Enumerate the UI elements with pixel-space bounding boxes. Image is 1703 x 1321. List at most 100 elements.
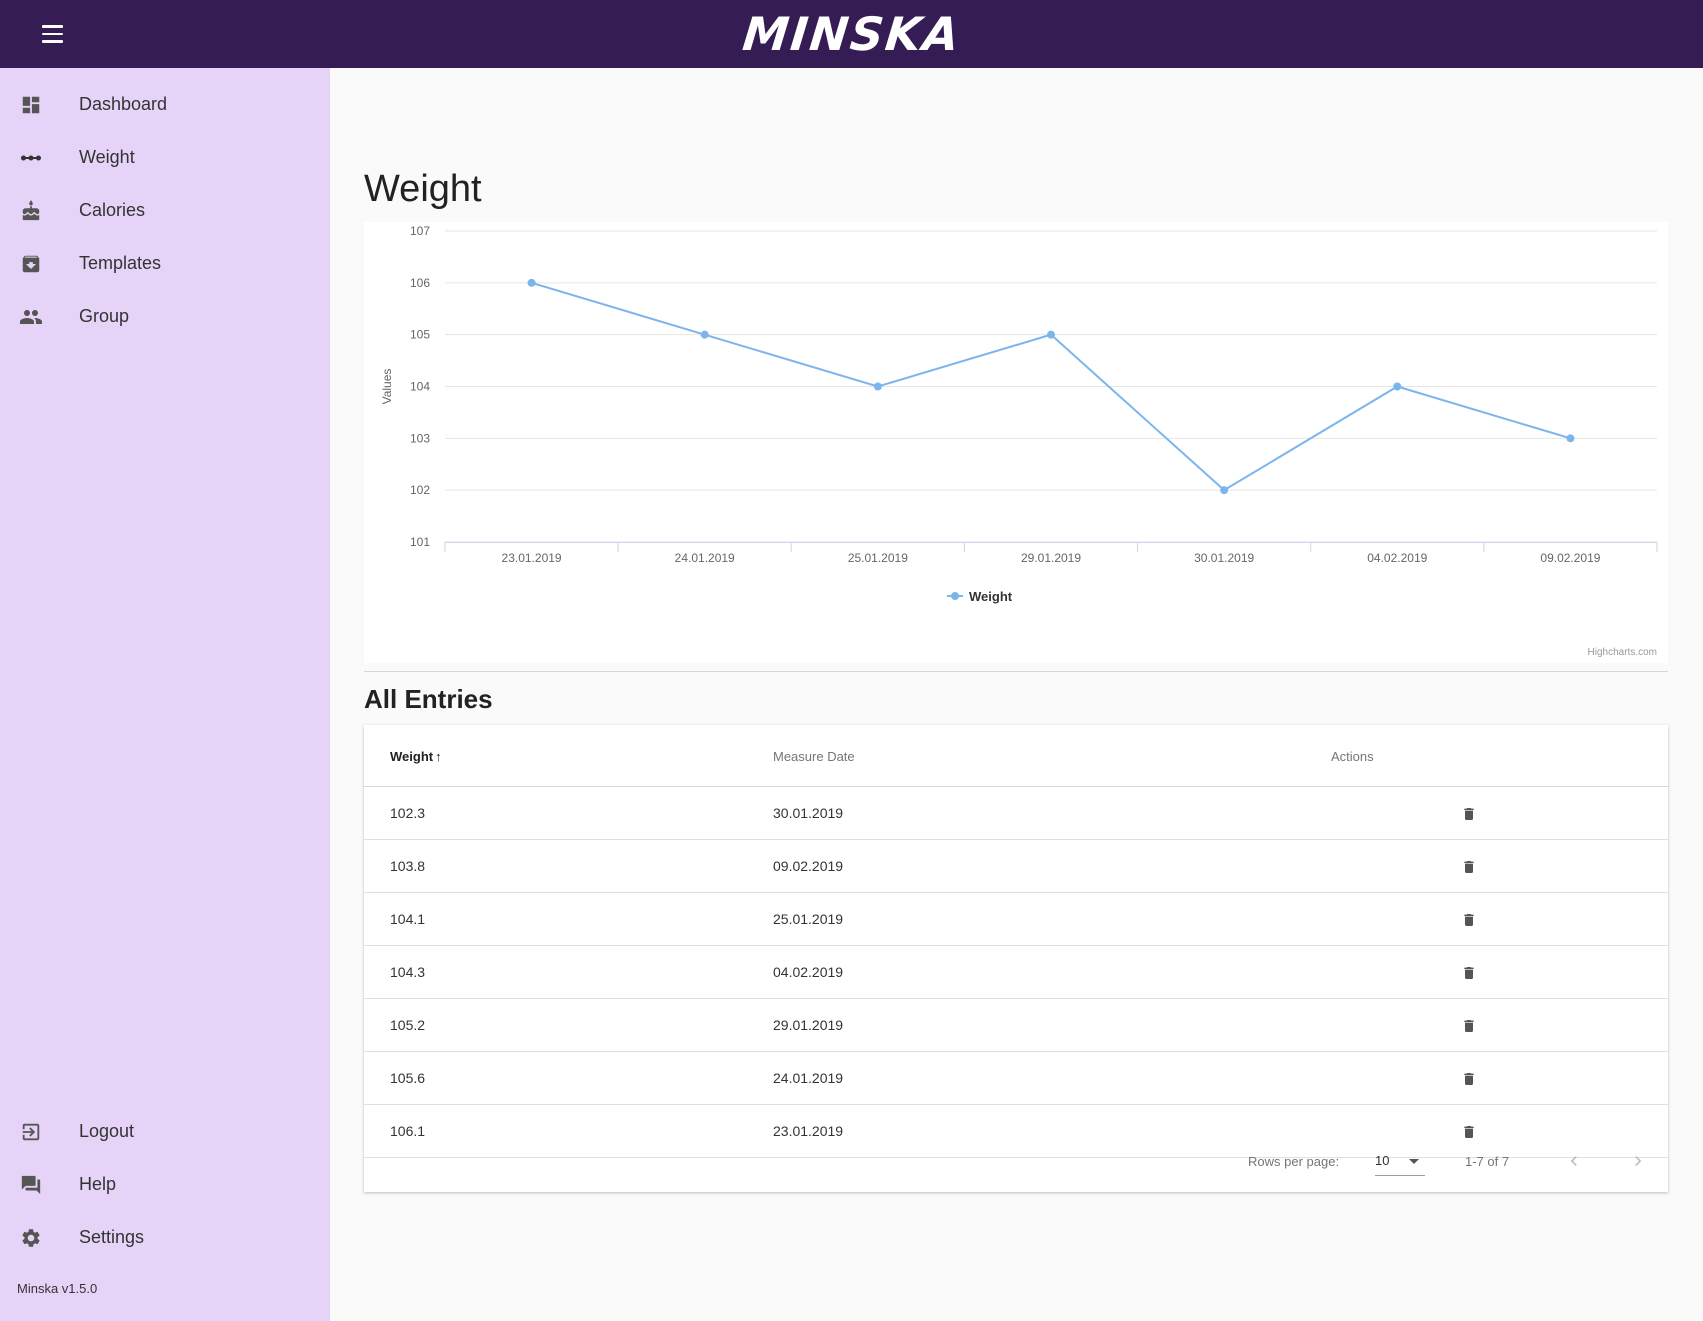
y-tick-label: 107 <box>410 224 430 238</box>
sidebar-item-label: Calories <box>79 200 146 220</box>
table-row: 104.3 04.02.2019 <box>364 946 1668 999</box>
sidebar: Dashboard Weight Calories Templates Grou… <box>0 68 330 1321</box>
x-tick-label: 09.02.2019 <box>1540 551 1600 565</box>
forum-icon <box>18 1172 44 1198</box>
trash-icon <box>1464 914 1474 926</box>
rows-per-page-select[interactable]: 10 <box>1375 1146 1425 1176</box>
delete-button[interactable] <box>1455 800 1483 828</box>
trash-icon <box>1464 808 1474 820</box>
y-tick-label: 104 <box>410 380 430 394</box>
delete-button[interactable] <box>1455 959 1483 987</box>
table-row: 105.6 24.01.2019 <box>364 1052 1668 1105</box>
cell-date: 24.01.2019 <box>773 1070 844 1086</box>
trash-icon <box>1464 1020 1474 1032</box>
x-tick-label: 30.01.2019 <box>1194 551 1254 565</box>
delete-button[interactable] <box>1455 906 1483 934</box>
divider <box>364 671 1668 672</box>
table-row: 104.1 25.01.2019 <box>364 893 1668 946</box>
y-tick-label: 106 <box>410 276 430 290</box>
cell-date: 25.01.2019 <box>773 911 844 927</box>
cell-weight: 105.6 <box>390 1070 426 1086</box>
trash-icon <box>1464 967 1474 979</box>
entries-table: Weight ↑ Measure Date Actions 102.3 30.01.… <box>364 725 1668 1192</box>
delete-button[interactable] <box>1455 1118 1483 1146</box>
sidebar-item-help[interactable]: Help <box>0 1158 330 1211</box>
cell-date: 04.02.2019 <box>773 964 844 980</box>
cell-weight: 106.1 <box>390 1123 426 1139</box>
entries-title: All Entries <box>364 684 493 714</box>
sidebar-item-logout[interactable]: Logout <box>0 1105 330 1158</box>
arrow-up-icon: ↑ <box>435 749 442 764</box>
archive-icon <box>18 251 44 277</box>
app-bar: MINSKA <box>0 0 1703 68</box>
data-point <box>527 278 536 287</box>
chart-credits: Highcharts.com <box>1588 647 1657 658</box>
sidebar-item-dashboard[interactable]: Dashboard <box>0 78 330 131</box>
sidebar-item-label: Help <box>79 1174 117 1194</box>
trash-icon <box>1464 1126 1474 1138</box>
previous-page-button[interactable] <box>1561 1148 1587 1174</box>
linear-scale-icon <box>18 145 44 171</box>
legend-marker <box>951 592 959 600</box>
sidebar-item-label: Settings <box>79 1227 145 1247</box>
sidebar-item-weight[interactable]: Weight <box>0 131 330 184</box>
x-tick-label: 04.02.2019 <box>1367 551 1427 565</box>
data-point <box>700 330 709 339</box>
caret-down-icon <box>1409 1159 1419 1164</box>
sidebar-item-group[interactable]: Group <box>0 290 330 343</box>
sidebar-item-templates[interactable]: Templates <box>0 237 330 290</box>
menu-icon[interactable] <box>34 17 70 51</box>
x-tick-label: 24.01.2019 <box>675 551 735 565</box>
cell-weight: 105.2 <box>390 1017 426 1033</box>
table-header: Weight ↑ Measure Date Actions <box>364 725 1668 787</box>
legend-label: Weight <box>969 589 1013 604</box>
cell-weight: 104.3 <box>390 964 426 980</box>
x-tick-label: 29.01.2019 <box>1021 551 1081 565</box>
next-page-button[interactable] <box>1625 1148 1651 1174</box>
column-header-date: Measure Date <box>773 749 855 764</box>
cell-weight: 103.8 <box>390 858 426 874</box>
cell-date: 30.01.2019 <box>773 805 844 821</box>
y-tick-label: 101 <box>410 535 430 549</box>
gear-icon <box>18 1225 44 1251</box>
sidebar-item-label: Group <box>79 306 130 326</box>
chart-svg: 101 102 103 104 105 106 107 Values 23.01.2019 24.… <box>380 224 1658 658</box>
dashboard-icon <box>18 92 44 118</box>
delete-button[interactable] <box>1455 1065 1483 1093</box>
sidebar-item-label: Weight <box>79 147 135 167</box>
sidebar-item-label: Templates <box>79 253 162 273</box>
chevron-right-icon <box>1635 1156 1642 1166</box>
main-content: Weight 101 102 103 104 105 106 107 Values 23.01.… <box>330 68 1703 1321</box>
app-logo: MINSKA <box>739 7 964 61</box>
sidebar-item-settings[interactable]: Settings <box>0 1211 330 1264</box>
cell-date: 09.02.2019 <box>773 858 844 874</box>
data-point <box>1393 382 1402 391</box>
cell-weight: 102.3 <box>390 805 426 821</box>
data-point <box>1220 486 1229 495</box>
table-row: 105.2 29.01.2019 <box>364 999 1668 1052</box>
y-tick-label: 103 <box>410 431 430 445</box>
data-point <box>1566 434 1575 443</box>
people-icon <box>18 304 44 330</box>
y-tick-label: 105 <box>410 328 430 342</box>
cell-date: 23.01.2019 <box>773 1123 844 1139</box>
cell-date: 29.01.2019 <box>773 1017 844 1033</box>
trash-icon <box>1464 1073 1474 1085</box>
rows-per-page-label: Rows per page: <box>1248 1154 1340 1169</box>
sidebar-item-label: Logout <box>79 1121 135 1141</box>
table-row: 103.8 09.02.2019 <box>364 840 1668 893</box>
x-tick-label: 23.01.2019 <box>502 551 562 565</box>
column-header-weight[interactable]: Weight ↑ <box>390 749 442 764</box>
cell-weight: 104.1 <box>390 911 426 927</box>
x-tick-label: 25.01.2019 <box>848 551 908 565</box>
weight-chart: 101 102 103 104 105 106 107 Values 23.01.2019 24.… <box>364 222 1668 663</box>
sidebar-item-label: Dashboard <box>79 94 168 114</box>
delete-button[interactable] <box>1455 853 1483 881</box>
pagination-range: 1-7 of 7 <box>1465 1154 1510 1169</box>
table-row: 106.1 23.01.2019 <box>364 1105 1668 1158</box>
delete-button[interactable] <box>1455 1012 1483 1040</box>
y-tick-label: 102 <box>410 483 430 497</box>
trash-icon <box>1464 861 1474 873</box>
sidebar-item-calories[interactable]: Calories <box>0 184 330 237</box>
data-point <box>1047 330 1055 339</box>
